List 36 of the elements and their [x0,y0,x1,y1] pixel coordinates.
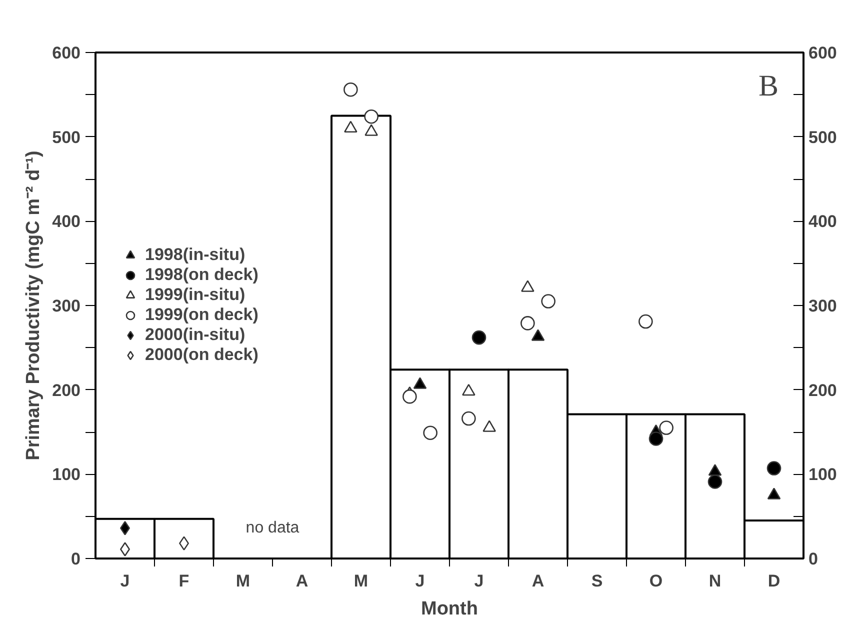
legend-label: 2000(on deck) [145,345,258,365]
x-tick-label: M [236,572,250,590]
y2-tick-label: 300 [808,296,837,316]
y-tick-label: 600 [52,44,81,62]
legend-label: 2000(in-situ) [145,325,246,345]
annotation: no data [246,520,300,536]
x-tick-label: F [178,572,190,590]
x-tick-label: S [591,572,603,590]
y-tick-label: 0 [71,550,81,568]
legend-label: 1998(in-situ) [145,245,246,265]
legend-label: 1999(on deck) [145,305,258,325]
y2-tick-label: 400 [808,212,837,232]
y-tick-label: 500 [52,128,81,147]
x-tick-label: O [649,572,663,590]
y2-tick-label: 600 [808,44,837,62]
legend-label: 1999(in-situ) [145,285,246,305]
x-tick-label: J [120,572,130,590]
legend-label: 1998(on deck) [145,265,258,285]
y2-tick-label: 500 [808,128,837,147]
x-tick-label: J [415,572,425,590]
y2-tick-label: 0 [808,550,818,568]
x-tick-label: A [532,572,544,590]
annotation: B [758,70,779,102]
x-tick-label: M [354,572,368,590]
y-tick-label: 300 [52,296,81,316]
y-axis-title: Primary Productivity (mgC m⁻² d⁻¹) [23,150,44,460]
x-tick-label: D [768,572,780,590]
y2-tick-label: 100 [808,465,837,484]
y-tick-label: 100 [52,465,81,484]
y-tick-label: 400 [52,212,81,232]
y-tick-label: 200 [52,380,81,400]
x-tick-label: J [474,572,484,590]
x-axis-title: Month [421,598,478,620]
y2-tick-label: 200 [808,380,837,400]
x-tick-label: N [708,572,722,590]
x-tick-label: A [296,572,308,590]
